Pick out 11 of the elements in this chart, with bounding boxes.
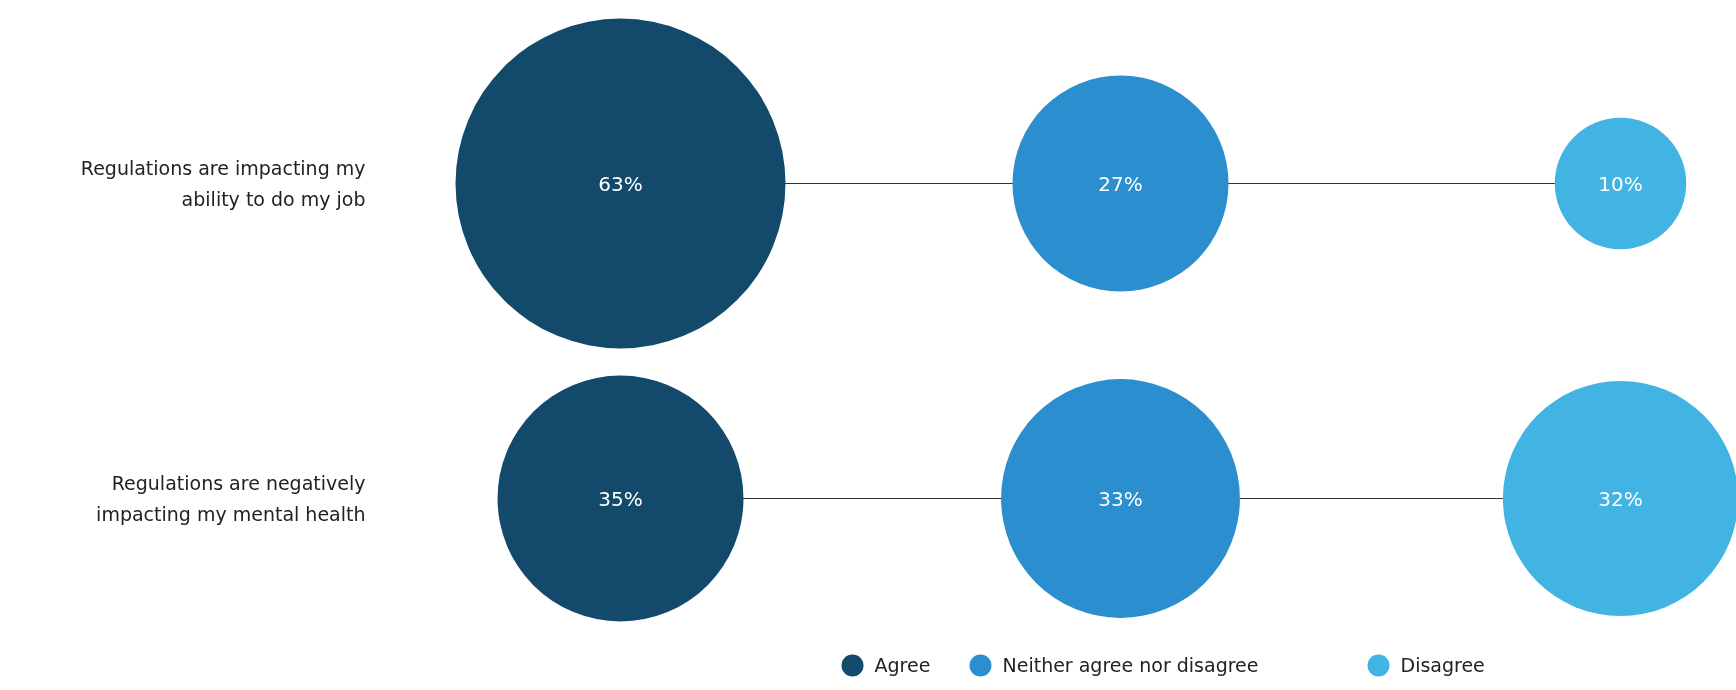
legend-label: Disagree (1400, 654, 1485, 677)
legend-label: Neither agree nor disagree (1002, 654, 1259, 677)
data-label: 63% (598, 171, 643, 196)
category-label: Regulations are impacting my ability to do my job (80, 157, 366, 210)
data-label: 35% (598, 486, 643, 511)
legend-label: Agree (874, 654, 931, 677)
data-label: 33% (1098, 486, 1143, 511)
data-label: 10% (1598, 171, 1643, 196)
data-label: 27% (1098, 171, 1143, 196)
data-label: 32% (1598, 486, 1643, 511)
category-label: Regulations are negatively impacting my mental health (96, 472, 366, 525)
